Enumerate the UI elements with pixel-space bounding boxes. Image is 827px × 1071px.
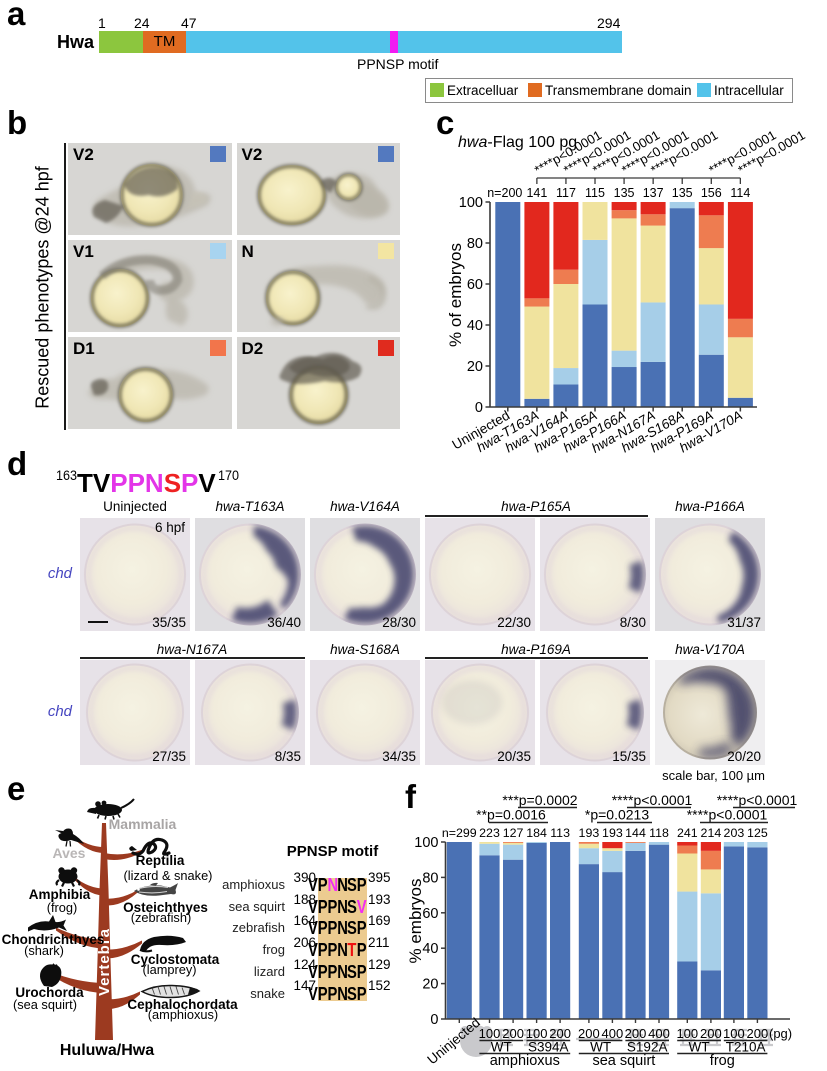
svg-text:sea squirt: sea squirt bbox=[592, 1053, 655, 1069]
svg-text:100: 100 bbox=[526, 1026, 548, 1041]
svg-text:193: 193 bbox=[579, 826, 600, 840]
svg-text:200: 200 bbox=[700, 1026, 722, 1041]
svg-text:0: 0 bbox=[430, 1012, 438, 1028]
svg-text:S192A: S192A bbox=[627, 1040, 668, 1055]
svg-text:114: 114 bbox=[730, 186, 750, 200]
svg-text:Reptilia: Reptilia bbox=[136, 853, 185, 868]
svg-text:241: 241 bbox=[677, 826, 698, 840]
svg-text:118: 118 bbox=[649, 826, 669, 840]
svg-text:223: 223 bbox=[479, 826, 500, 840]
svg-text:WT: WT bbox=[689, 1040, 710, 1055]
svg-text:100: 100 bbox=[723, 1026, 745, 1041]
svg-text:hwa-Flag 100 pg: hwa-Flag 100 pg bbox=[458, 134, 577, 151]
svg-text:Cephalochordata: Cephalochordata bbox=[127, 997, 238, 1012]
svg-text:80: 80 bbox=[467, 236, 483, 252]
svg-text:***p=0.0002: ***p=0.0002 bbox=[502, 792, 577, 808]
svg-text:(frog): (frog) bbox=[47, 900, 78, 915]
svg-text:60: 60 bbox=[422, 906, 438, 922]
svg-text:(zebrafish): (zebrafish) bbox=[131, 910, 191, 925]
svg-text:214: 214 bbox=[701, 826, 722, 840]
svg-text:127: 127 bbox=[503, 826, 524, 840]
svg-text:100: 100 bbox=[479, 1026, 501, 1041]
svg-text:WT: WT bbox=[590, 1040, 611, 1055]
svg-text:(pg): (pg) bbox=[769, 1026, 792, 1041]
svg-text:135: 135 bbox=[672, 186, 693, 200]
svg-text:****p<0.0001: ****p<0.0001 bbox=[612, 792, 693, 808]
svg-text:100: 100 bbox=[459, 195, 483, 211]
svg-text:Vertebra: Vertebra bbox=[96, 928, 113, 996]
svg-text:S394A: S394A bbox=[528, 1040, 569, 1055]
svg-text:100: 100 bbox=[414, 835, 438, 851]
svg-text:(amphioxus): (amphioxus) bbox=[148, 1007, 218, 1022]
svg-text:100: 100 bbox=[676, 1026, 698, 1041]
svg-text:**p=0.0016: **p=0.0016 bbox=[476, 807, 546, 823]
svg-text:20: 20 bbox=[467, 359, 483, 375]
svg-text:80: 80 bbox=[422, 870, 438, 886]
svg-text:193: 193 bbox=[602, 826, 623, 840]
svg-text:*p=0.0213: *p=0.0213 bbox=[585, 807, 649, 823]
svg-text:****p<0.0001: ****p<0.0001 bbox=[687, 807, 768, 823]
svg-text:156: 156 bbox=[701, 186, 722, 200]
svg-text:% of embryos: % of embryos bbox=[446, 243, 465, 347]
svg-text:(shark): (shark) bbox=[24, 943, 64, 958]
svg-text:Huluwa/Hwa: Huluwa/Hwa bbox=[60, 1042, 154, 1059]
svg-text:Mammalia: Mammalia bbox=[109, 816, 177, 832]
svg-text:n=200: n=200 bbox=[487, 186, 522, 200]
svg-text:400: 400 bbox=[648, 1026, 670, 1041]
svg-text:0: 0 bbox=[475, 400, 483, 416]
svg-text:400: 400 bbox=[602, 1026, 624, 1041]
svg-text:T210A: T210A bbox=[726, 1040, 766, 1055]
svg-text:n=299: n=299 bbox=[442, 826, 477, 840]
svg-text:20: 20 bbox=[422, 977, 438, 993]
svg-text:135: 135 bbox=[614, 186, 635, 200]
svg-text:40: 40 bbox=[467, 318, 483, 334]
svg-text:Amphibia: Amphibia bbox=[29, 887, 91, 902]
svg-text:200: 200 bbox=[578, 1026, 600, 1041]
svg-text:Osteichthyes: Osteichthyes bbox=[123, 900, 208, 915]
svg-text:(lamprey): (lamprey) bbox=[142, 962, 196, 977]
svg-text:****p<0.0001: ****p<0.0001 bbox=[717, 792, 798, 808]
svg-text:184: 184 bbox=[526, 826, 547, 840]
svg-text:Urochorda: Urochorda bbox=[15, 985, 84, 1000]
svg-text:137: 137 bbox=[643, 186, 664, 200]
svg-text:40: 40 bbox=[422, 941, 438, 957]
svg-text:203: 203 bbox=[724, 826, 745, 840]
svg-text:200: 200 bbox=[625, 1026, 647, 1041]
svg-text:125: 125 bbox=[747, 826, 768, 840]
svg-text:frog: frog bbox=[710, 1053, 735, 1069]
svg-text:117: 117 bbox=[556, 186, 576, 200]
svg-text:Chondrichthyes: Chondrichthyes bbox=[2, 932, 105, 947]
svg-text:c: c bbox=[436, 104, 454, 141]
svg-text:Cyclostomata: Cyclostomata bbox=[131, 952, 220, 967]
svg-text:60: 60 bbox=[467, 277, 483, 293]
svg-text:(lizard & snake): (lizard & snake) bbox=[124, 868, 213, 883]
svg-text:141: 141 bbox=[526, 186, 547, 200]
svg-text:Aves: Aves bbox=[53, 845, 86, 861]
svg-text:200: 200 bbox=[549, 1026, 571, 1041]
svg-text:113: 113 bbox=[550, 826, 570, 840]
svg-text:115: 115 bbox=[585, 186, 605, 200]
svg-text:f: f bbox=[405, 778, 417, 815]
svg-text:WT: WT bbox=[491, 1040, 512, 1055]
svg-text:144: 144 bbox=[625, 826, 646, 840]
svg-text:(sea squirt): (sea squirt) bbox=[13, 997, 77, 1012]
svg-text:% embryos: % embryos bbox=[406, 878, 425, 963]
svg-text:amphioxus: amphioxus bbox=[490, 1053, 560, 1069]
svg-text:200: 200 bbox=[502, 1026, 524, 1041]
svg-text:200: 200 bbox=[747, 1026, 769, 1041]
